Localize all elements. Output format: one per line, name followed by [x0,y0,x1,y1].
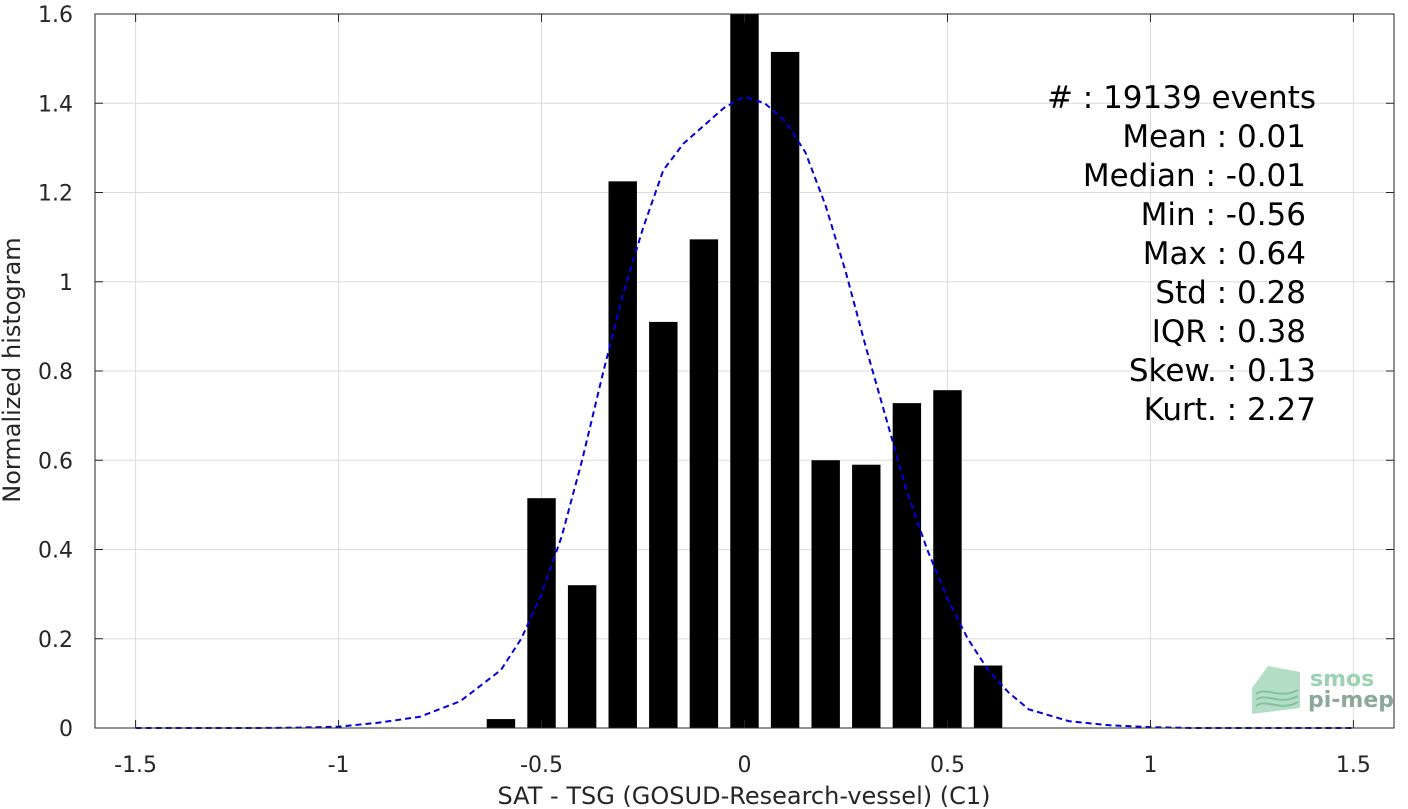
histogram-bar [770,51,800,728]
histogram-bar [649,321,678,728]
y-tick-label: 1.6 [38,3,73,28]
logo-line2: pi-mep [1308,688,1394,713]
stat-std: Std : 0.28 [1155,275,1306,311]
histogram-bar [852,464,881,728]
histogram-bar [486,719,516,728]
y-tick-label: 0.4 [38,539,73,564]
stat-kurt: Kurt. : 2.27 [1144,392,1316,428]
stat-min: Min : -0.56 [1141,197,1306,233]
x-tick-label: -1 [328,753,350,778]
histogram-bar [973,665,1003,728]
logo-mark-icon [1252,666,1300,714]
histogram-bar [892,403,922,728]
statistics-annotation: # : 19139 events Mean : 0.01 Median : -0… [1047,80,1316,428]
y-axis-label: Normalized histogram [0,237,26,502]
y-tick-label: 1 [59,271,73,296]
smos-pi-mep-logo: smos pi-mep [1252,666,1394,714]
histogram-bar [811,460,840,728]
y-tick-label: 0.2 [38,628,73,653]
stat-events: # : 19139 events [1047,80,1316,116]
y-tick-labels: 0 0.2 0.4 0.6 0.8 1 1.2 1.4 1.6 [38,3,73,742]
histogram-bar [933,390,962,728]
x-tick-label: -0.5 [520,753,563,778]
histogram-bar [567,585,597,728]
y-tick-label: 0.6 [38,449,73,474]
histogram-bar [608,181,637,728]
histogram-bar [730,14,759,728]
stat-median: Median : -0.01 [1083,158,1306,194]
histogram-bar [689,239,719,728]
histogram-bar [527,498,556,728]
axis-ticks [95,13,1394,729]
y-tick-label: 0 [59,717,73,742]
x-tick-label: 0 [738,753,752,778]
x-axis-label: SAT - TSG (GOSUD-Research-vessel) (C1) [498,782,991,809]
y-tick-label: 1.2 [38,182,73,207]
stat-max: Max : 0.64 [1143,236,1306,272]
stat-iqr: IQR : 0.38 [1152,314,1306,350]
x-tick-label: -1.5 [114,753,157,778]
normal-fit-curve [135,95,1354,729]
y-tick-label: 1.4 [38,92,73,117]
x-tick-label: 0.5 [930,753,965,778]
histogram-bars [486,14,1003,728]
x-tick-label: 1.5 [1336,753,1371,778]
x-tick-label: 1 [1143,753,1157,778]
logo-line1: smos [1310,667,1374,692]
stat-mean: Mean : 0.01 [1122,119,1306,155]
y-tick-label: 0.8 [38,360,73,385]
x-tick-labels: -1.5 -1 -0.5 0 0.5 1 1.5 [114,753,1371,778]
stat-skew: Skew. : 0.13 [1129,353,1316,389]
